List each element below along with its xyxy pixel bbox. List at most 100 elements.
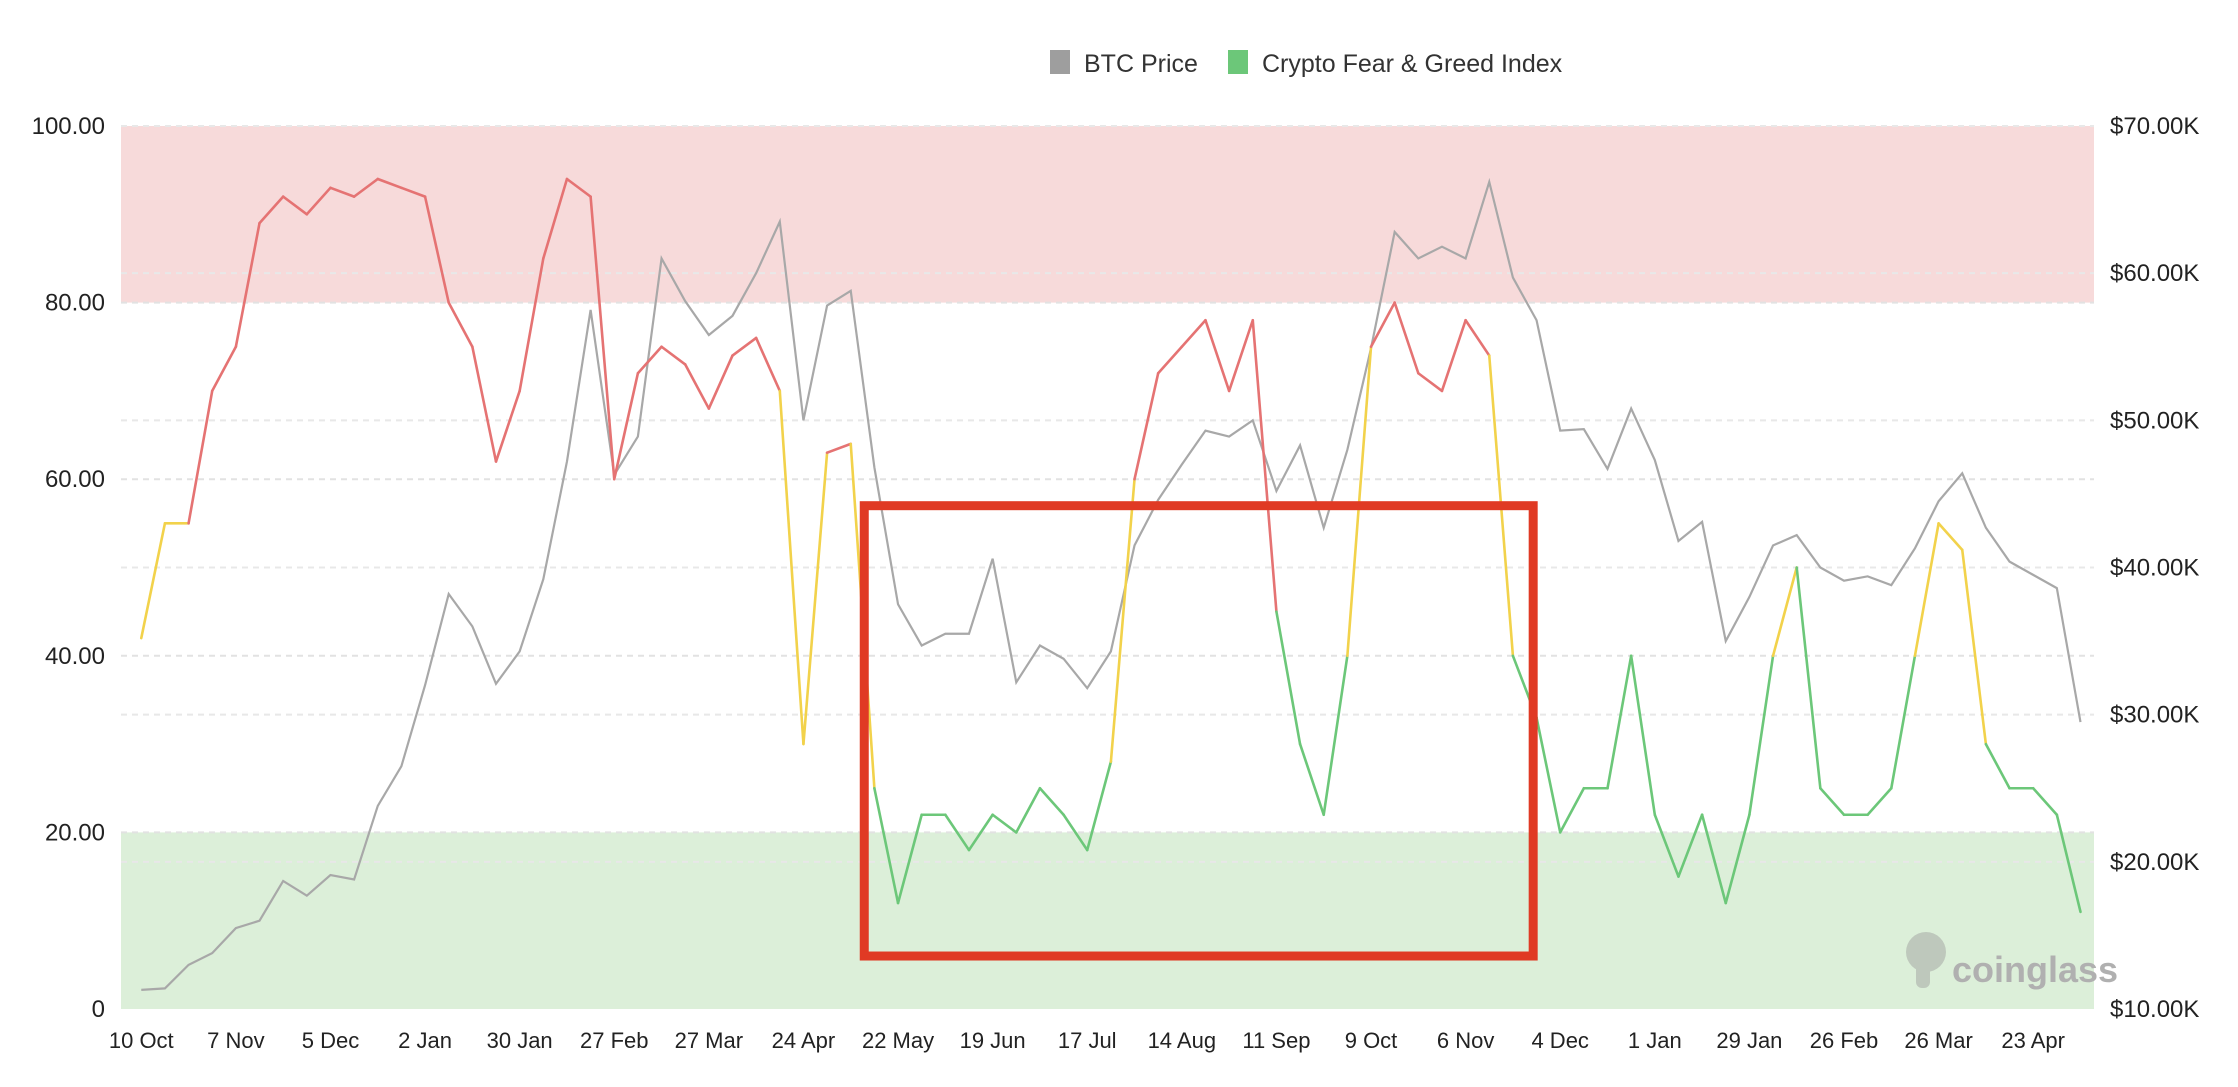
fear-greed-segment (1700, 813, 1728, 905)
fear-greed-segment (1771, 566, 1798, 658)
x-tick-label: 1 Jan (1628, 1028, 1682, 1053)
fear-greed-segment (1180, 318, 1207, 349)
fear-greed-segment (423, 195, 451, 304)
coinglass-logo-stem (1916, 958, 1930, 988)
right-tick-label: $60.00K (2110, 260, 2199, 287)
fear-greed-segment (1227, 318, 1255, 393)
zone-greed (121, 126, 2094, 303)
fear-greed-segment (967, 813, 994, 852)
fear-greed-segment (376, 177, 403, 190)
fear-greed-segment (707, 354, 734, 410)
fear-greed-segment (589, 195, 616, 481)
fear-greed-segment (1937, 522, 1964, 552)
fear-greed-segment (944, 813, 971, 852)
x-tick-label: 9 Oct (1345, 1028, 1398, 1053)
x-tick-label: 27 Mar (675, 1028, 743, 1053)
coinglass-watermark-text: coinglass (1952, 949, 2118, 990)
fear-greed-segment (565, 177, 592, 198)
x-tick-label: 10 Oct (109, 1028, 174, 1053)
fear-greed-segment (1369, 301, 1396, 349)
x-tick-label: 26 Feb (1810, 1028, 1879, 1053)
fear-greed-segment (660, 345, 687, 366)
x-tick-label: 23 Apr (2001, 1028, 2065, 1053)
fear-greed-segment (1038, 786, 1065, 817)
fear-greed-segment (258, 195, 285, 225)
fear-greed-segment (1464, 318, 1491, 357)
fear-greed-segment (1062, 813, 1089, 852)
fear-greed-segment (1984, 742, 2011, 790)
x-tick-label: 7 Nov (207, 1028, 264, 1053)
fear-greed-segment (1819, 786, 1846, 817)
fear-greed-segment (542, 177, 569, 260)
right-tick-label: $70.00K (2110, 113, 2199, 140)
x-tick-label: 6 Nov (1437, 1028, 1494, 1053)
fear-greed-segment (991, 813, 1018, 834)
fear-greed-segment (1795, 566, 1822, 790)
coinglass-logo-icon (1906, 932, 1946, 972)
fear-greed-segment (1748, 654, 1775, 817)
fear-greed-segment (518, 257, 545, 393)
fear-greed-segment (896, 813, 923, 905)
right-tick-label: $30.00K (2110, 702, 2199, 729)
fear-greed-segment (352, 177, 380, 198)
fear-greed-segment (1535, 716, 1562, 834)
fear-greed-segment (683, 363, 711, 410)
fear-greed-segment (754, 336, 782, 393)
x-tick-label: 11 Sep (1242, 1028, 1310, 1053)
right-tick-label: $10.00K (2110, 996, 2199, 1023)
fear-greed-segment (1133, 371, 1160, 481)
legend-swatch-fng (1228, 50, 1248, 74)
fear-greed-segment (1889, 654, 1917, 790)
fear-greed-segment (210, 345, 238, 393)
legend: BTC Price Crypto Fear & Greed Index (1050, 50, 1563, 78)
x-tick-label: 2 Jan (398, 1028, 452, 1053)
x-tick-label: 26 Mar (1904, 1028, 1972, 1053)
left-tick-label: 80.00 (45, 290, 105, 317)
x-tick-label: 27 Feb (580, 1028, 649, 1053)
fear-greed-segment (1204, 318, 1231, 393)
fear-greed-segment (305, 186, 332, 216)
fear-greed-segment (447, 301, 474, 349)
x-tick-label: 14 Aug (1148, 1028, 1217, 1053)
zone-fear (121, 832, 2094, 1009)
legend-label-fng[interactable]: Crypto Fear & Greed Index (1262, 50, 1563, 78)
fear-greed-segment (471, 345, 498, 463)
fear-greed-segment (234, 221, 261, 349)
x-tick-label: 22 May (862, 1028, 934, 1053)
fear-greed-segment (802, 451, 829, 746)
x-tick-label: 4 Dec (1531, 1028, 1588, 1053)
fear-greed-segment (1085, 760, 1113, 852)
fear-greed-segment (281, 195, 309, 216)
left-tick-label: 20.00 (45, 819, 105, 846)
coinglass-watermark (1906, 932, 1946, 988)
legend-swatch-btc (1050, 50, 1070, 74)
legend-label-btc[interactable]: BTC Price (1084, 50, 1198, 78)
fear-greed-segment (1653, 813, 1680, 878)
tick-labels: 0 20.00 40.00 60.00 80.00 100.00 $10.00K $20.00… (32, 113, 2200, 1053)
left-tick-label: 60.00 (45, 466, 105, 493)
x-tick-label: 24 Apr (772, 1028, 836, 1053)
right-tick-label: $40.00K (2110, 555, 2199, 582)
highlight-box (859, 501, 1538, 961)
x-tick-label: 17 Jul (1058, 1028, 1117, 1053)
fear-greed-segment (1393, 301, 1420, 375)
fear-greed-segment (636, 345, 663, 375)
fear-greed-segment (494, 389, 521, 463)
fear-greed-segment (1251, 318, 1278, 613)
fear-greed-segment (1014, 786, 1042, 834)
fear-greed-segment (1677, 813, 1704, 878)
left-tick-label: 0 (92, 996, 105, 1023)
btc-price-line (141, 177, 2082, 991)
fear-greed-segment (778, 389, 805, 746)
fear-greed-segment (1724, 813, 1751, 905)
fear-greed-segment (1275, 610, 1302, 746)
fear-greed-segment (329, 186, 356, 198)
fear-greed-segment (187, 389, 214, 525)
fear-greed-segment (1417, 371, 1444, 393)
fear-greed-segment (1156, 345, 1184, 375)
right-tick-label: $20.00K (2110, 849, 2199, 876)
fear-greed-segment (1606, 654, 1633, 790)
fear-greed-segment (1440, 318, 1467, 393)
left-tick-label: 100.00 (32, 113, 105, 140)
